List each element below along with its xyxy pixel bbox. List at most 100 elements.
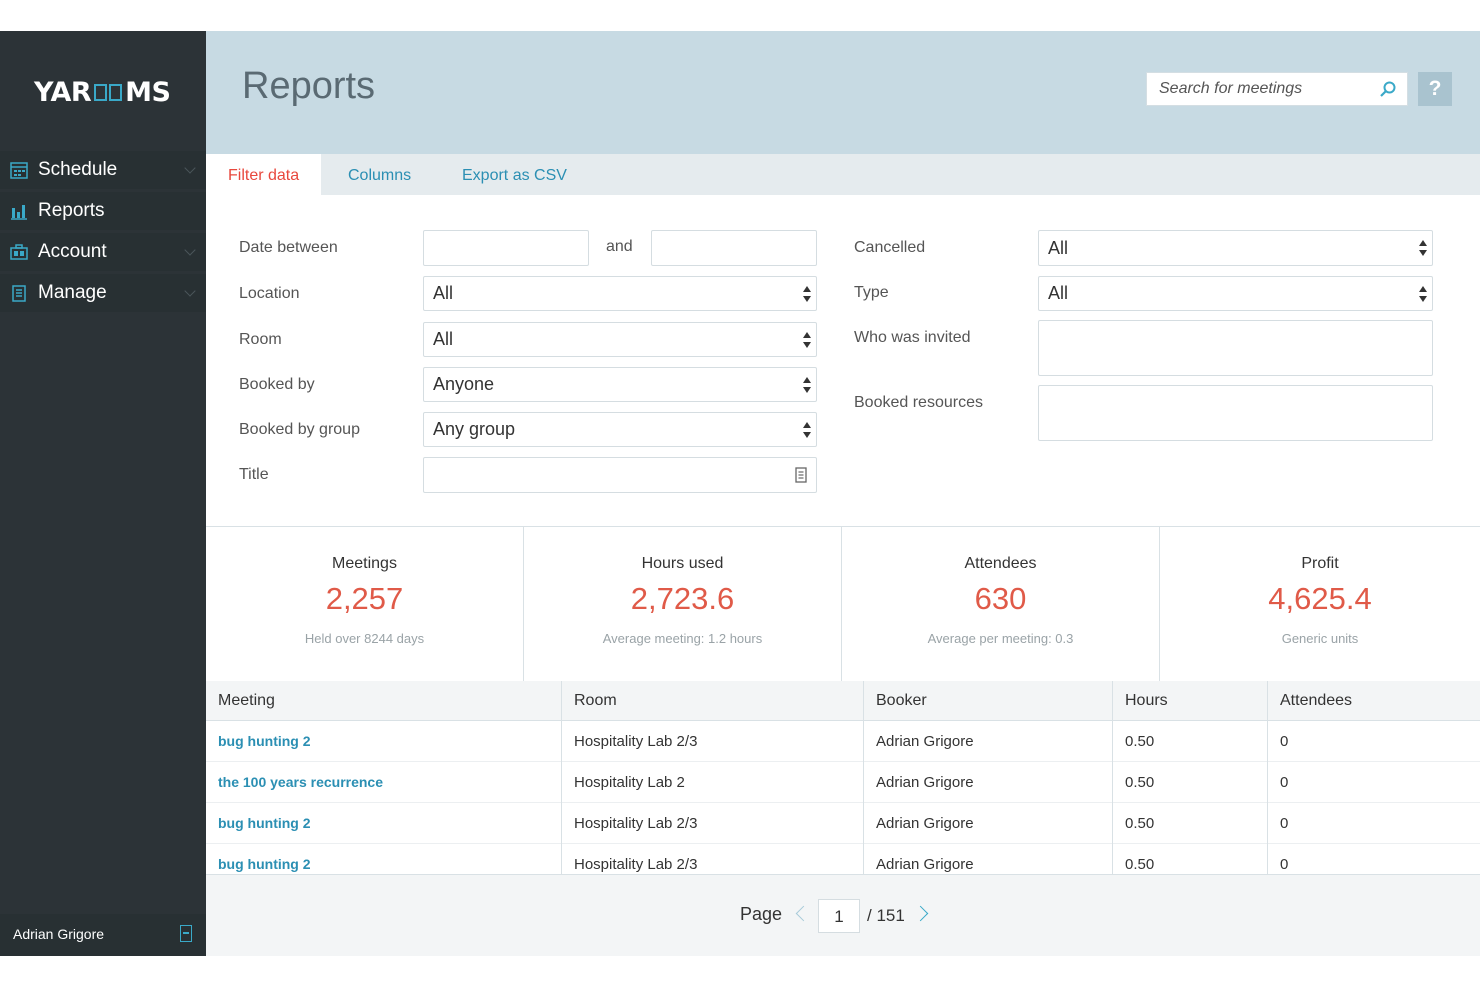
filter-form: Date between and Location All Room All B… xyxy=(206,195,1480,525)
app-logo[interactable]: YAR MS xyxy=(34,77,171,108)
select-arrows-icon xyxy=(803,331,811,348)
chevron-left-icon[interactable] xyxy=(795,905,812,922)
column-header-meeting[interactable]: Meeting xyxy=(206,681,561,721)
column-divider xyxy=(561,681,562,875)
user-name[interactable]: Adrian Grigore xyxy=(13,926,105,942)
sidebar-item-account[interactable]: Account xyxy=(0,233,206,271)
search-icon[interactable] xyxy=(1379,80,1397,98)
room-label: Room xyxy=(239,331,282,348)
stat-label: Meetings xyxy=(332,555,397,572)
location-value: All xyxy=(433,283,454,303)
room-cell: Hospitality Lab 2/3 xyxy=(574,733,698,750)
cancelled-value: All xyxy=(1048,237,1069,258)
chevron-down-icon xyxy=(184,244,196,256)
date-from-field[interactable] xyxy=(423,230,589,266)
attendees-cell: 0 xyxy=(1280,815,1289,832)
clipboard-icon xyxy=(10,284,28,302)
attendees-cell: 0 xyxy=(1280,856,1289,873)
table-row: bug hunting 2 Hospitality Lab 2/3 Adrian… xyxy=(206,721,1480,762)
sidebar-item-reports[interactable]: Reports xyxy=(0,192,206,230)
stat-subtext: Generic units xyxy=(1281,631,1359,646)
title-field[interactable] xyxy=(423,457,817,493)
booked-by-group-value: Any group xyxy=(433,419,516,439)
bar-chart-icon xyxy=(10,202,28,220)
column-header-attendees[interactable]: Attendees xyxy=(1267,681,1480,721)
hours-cell: 0.50 xyxy=(1125,856,1155,873)
stat-label: Hours used xyxy=(641,555,724,572)
booked-resources-field[interactable] xyxy=(1038,385,1433,441)
stat-value: 630 xyxy=(974,581,1027,616)
column-header-booker[interactable]: Booker xyxy=(863,681,1112,721)
stat-value: 4,625.4 xyxy=(1268,581,1372,616)
booked-by-label: Booked by xyxy=(239,376,315,393)
calendar-icon xyxy=(10,161,28,179)
sidebar-item-schedule[interactable]: Schedule xyxy=(0,151,206,189)
chevron-down-icon xyxy=(184,162,196,174)
column-header-hours[interactable]: Hours xyxy=(1112,681,1267,721)
select-arrows-icon xyxy=(803,421,811,438)
table-row: the 100 years recurrence Hospitality Lab… xyxy=(206,762,1480,803)
attendees-cell: 0 xyxy=(1280,733,1289,750)
chevron-right-icon[interactable] xyxy=(912,905,929,922)
tab-filter-data[interactable]: Filter data xyxy=(206,154,322,195)
select-arrows-icon xyxy=(803,285,811,302)
booked-resources-label: Booked resources xyxy=(854,394,983,411)
room-cell: Hospitality Lab 2 xyxy=(574,774,685,791)
table-bottom-border xyxy=(206,874,1480,875)
sidebar-nav: Schedule Reports Account Mana xyxy=(0,151,206,315)
booker-cell: Adrian Grigore xyxy=(876,856,974,873)
page-title: Reports xyxy=(242,65,376,107)
contact-card-icon xyxy=(795,467,807,483)
location-select[interactable]: All xyxy=(423,276,817,311)
select-arrows-icon xyxy=(1419,240,1427,256)
table-row: bug hunting 2 Hospitality Lab 2/3 Adrian… xyxy=(206,844,1480,875)
booked-by-group-select[interactable]: Any group xyxy=(423,412,817,447)
date-to-field[interactable] xyxy=(651,230,817,266)
sidebar-item-label: Account xyxy=(38,241,107,262)
page-number-input[interactable]: 1 xyxy=(818,899,860,933)
type-select[interactable]: All xyxy=(1038,276,1433,311)
column-divider xyxy=(1112,681,1113,875)
logo-part: YAR xyxy=(34,77,92,108)
hours-cell: 0.50 xyxy=(1125,815,1155,832)
sidebar-item-manage[interactable]: Manage xyxy=(0,274,206,312)
room-select[interactable]: All xyxy=(423,322,817,357)
booked-by-select[interactable]: Anyone xyxy=(423,367,817,402)
type-label: Type xyxy=(854,284,889,301)
sidebar: YAR MS Schedule Reports Account xyxy=(0,31,206,956)
tab-export-csv[interactable]: Export as CSV xyxy=(462,167,567,184)
stat-attendees: Attendees 630 Average per meeting: 0.3 xyxy=(842,527,1160,681)
meeting-link[interactable]: bug hunting 2 xyxy=(218,856,311,872)
meeting-link[interactable]: bug hunting 2 xyxy=(218,733,311,749)
chevron-down-icon xyxy=(184,285,196,297)
stat-profit: Profit 4,625.4 Generic units xyxy=(1160,527,1480,681)
column-header-room[interactable]: Room xyxy=(561,681,863,721)
table-row: bug hunting 2 Hospitality Lab 2/3 Adrian… xyxy=(206,803,1480,844)
and-label: and xyxy=(606,238,633,255)
stat-label: Profit xyxy=(1301,555,1339,572)
search-box xyxy=(1146,72,1408,106)
pagination: Page 1 / 151 xyxy=(206,875,1480,956)
meeting-link[interactable]: the 100 years recurrence xyxy=(218,774,383,790)
hours-cell: 0.50 xyxy=(1125,774,1155,791)
sidebar-item-label: Schedule xyxy=(38,159,118,180)
meeting-link[interactable]: bug hunting 2 xyxy=(218,815,311,831)
stat-subtext: Held over 8244 days xyxy=(304,631,425,646)
search-input[interactable] xyxy=(1157,73,1381,105)
hours-cell: 0.50 xyxy=(1125,733,1155,750)
booked-by-value: Anyone xyxy=(433,374,495,394)
tab-columns[interactable]: Columns xyxy=(348,167,412,184)
app-window: YAR MS Schedule Reports Account xyxy=(0,31,1480,956)
page-total: / 151 xyxy=(867,906,905,925)
stat-subtext: Average per meeting: 0.3 xyxy=(927,631,1074,646)
stat-value: 2,257 xyxy=(325,581,404,616)
logout-icon[interactable] xyxy=(180,925,192,942)
who-invited-field[interactable] xyxy=(1038,320,1433,376)
help-button[interactable]: ? xyxy=(1418,72,1452,106)
type-value: All xyxy=(1048,283,1069,303)
column-divider xyxy=(1267,681,1268,875)
page-header: Reports ? xyxy=(206,31,1480,154)
cancelled-select[interactable]: All xyxy=(1038,230,1433,266)
room-cell: Hospitality Lab 2/3 xyxy=(574,815,698,832)
location-label: Location xyxy=(239,285,300,302)
